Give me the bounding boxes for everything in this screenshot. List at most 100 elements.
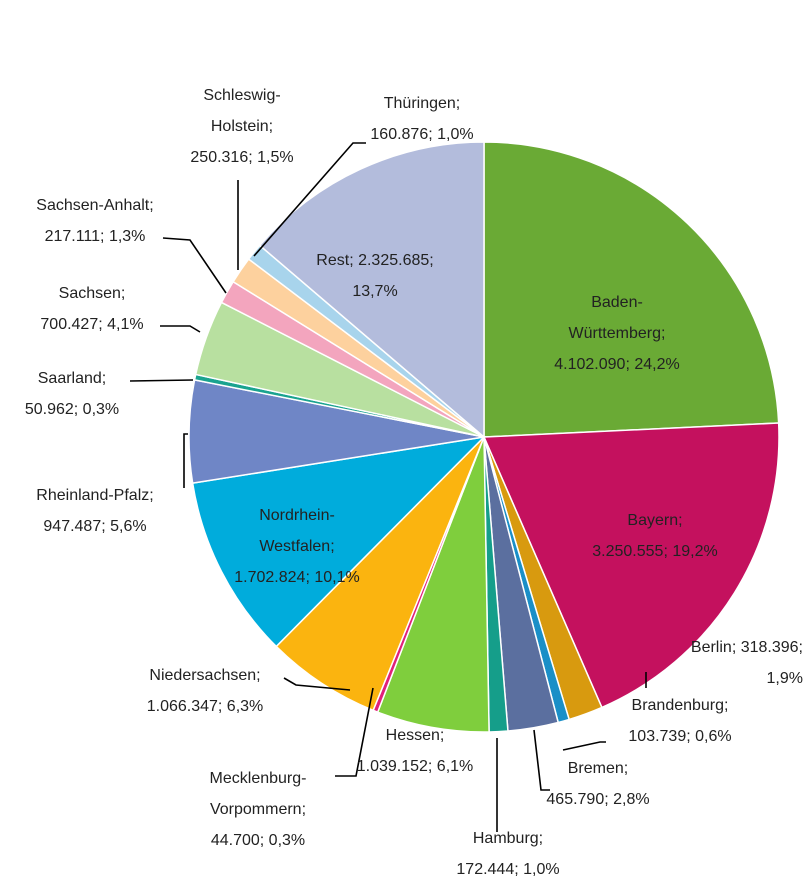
- share-label: 2,8%: [613, 791, 650, 808]
- value-label: 4.102.090: [554, 356, 626, 373]
- separator: ;: [73, 401, 83, 418]
- category-name: Nordrhein-Westfalen: [259, 507, 335, 555]
- category-name: Sachsen-Anhalt: [36, 197, 150, 214]
- separator: ;: [149, 487, 154, 504]
- category-name: Hamburg: [472, 830, 539, 847]
- data-label: Schleswig-Holstein; 250.316; 1,5%: [187, 80, 297, 173]
- separator: ;: [101, 518, 111, 535]
- leader-line: [253, 142, 366, 257]
- category-name: Schleswig-Holstein: [203, 87, 281, 135]
- value-label: 1.702.824: [234, 569, 306, 586]
- data-label: Baden-Württemberg; 4.102.090; 24,2%: [547, 287, 687, 380]
- data-label: Nordrhein-Westfalen; 1.702.824; 10,1%: [232, 500, 362, 593]
- share-label: 13,7%: [352, 283, 398, 300]
- data-label: Berlin; 318.396; 1,9%: [603, 632, 803, 694]
- leader-line: [160, 325, 201, 333]
- data-label: Hessen; 1.039.152; 6,1%: [315, 720, 515, 782]
- category-name: Sachsen: [58, 285, 121, 302]
- data-label: Rest; 2.325.685; 13,7%: [275, 245, 475, 307]
- separator: ;: [678, 512, 683, 529]
- separator: ;: [724, 697, 729, 714]
- separator: ;: [625, 356, 635, 373]
- share-label: 24,2%: [634, 356, 680, 373]
- value-label: 1.039.152: [356, 758, 428, 775]
- value-label: 103.739: [628, 728, 687, 745]
- share-label: 19,2%: [672, 543, 718, 560]
- value-label: 50.962: [24, 401, 74, 418]
- separator: ;: [663, 543, 673, 560]
- share-label: 0,3%: [82, 401, 120, 418]
- leader-line: [562, 741, 606, 751]
- share-label: 4,1%: [107, 316, 144, 333]
- share-label: 1,9%: [766, 670, 803, 687]
- value-label: 318.396: [740, 639, 799, 656]
- pie-slice: [482, 422, 780, 709]
- separator: ;: [330, 538, 335, 555]
- separator: ;: [439, 727, 445, 744]
- category-name: Baden-Württemberg: [568, 294, 661, 342]
- value-label: 1.066.347: [146, 698, 218, 715]
- leader-line: [283, 677, 351, 691]
- data-label: Sachsen-Anhalt; 217.111; 1,3%: [0, 190, 195, 252]
- leader-line: [335, 687, 374, 777]
- value-label: 44.700: [210, 832, 260, 849]
- separator: ;: [731, 639, 741, 656]
- category-name: Rheinland-Pfalz: [36, 487, 150, 504]
- leader-lines: [129, 142, 647, 832]
- leader-line: [533, 729, 550, 791]
- data-label: Niedersachsen; 1.066.347; 6,3%: [105, 660, 305, 722]
- separator: ;: [427, 758, 437, 775]
- separator: ;: [301, 801, 307, 818]
- slices: [188, 141, 780, 733]
- separator: ;: [256, 667, 261, 684]
- share-label: 0,3%: [268, 832, 306, 849]
- data-label: Sachsen; 700.427; 4,1%: [0, 278, 192, 340]
- value-label: 172.444: [456, 861, 515, 878]
- category-name: Brandenburg: [631, 697, 725, 714]
- leader-line: [162, 237, 227, 294]
- share-label: 5,6%: [110, 518, 147, 535]
- separator: ;: [604, 791, 614, 808]
- share-label: 6,3%: [226, 698, 264, 715]
- data-label: Thüringen; 160.876; 1,0%: [322, 88, 522, 150]
- share-label: 6,1%: [436, 758, 474, 775]
- value-label: 2.325.685: [358, 252, 430, 269]
- value-label: 947.487: [43, 518, 102, 535]
- share-label: 1,3%: [108, 228, 146, 245]
- data-label: Rheinland-Pfalz; 947.487; 5,6%: [0, 480, 195, 542]
- separator: ;: [428, 126, 438, 143]
- pie-slice: [275, 436, 485, 712]
- value-label: 160.876: [370, 126, 429, 143]
- leader-line: [129, 379, 194, 382]
- category-name: Berlin: [690, 639, 732, 656]
- data-label: Saarland; 50.962; 0,3%: [0, 363, 172, 425]
- category-name: Bayern: [627, 512, 679, 529]
- category-name: Bremen: [567, 760, 624, 777]
- value-label: 250.316: [190, 149, 249, 166]
- value-label: 3.250.555: [592, 543, 664, 560]
- category-name: Thüringen: [383, 95, 456, 112]
- value-label: 465.790: [546, 791, 605, 808]
- separator: ;: [661, 325, 666, 342]
- separator: ;: [305, 569, 315, 586]
- category-name: Mecklenburg-Vorpommern: [209, 770, 307, 818]
- separator: ;: [538, 830, 544, 847]
- leader-line: [183, 433, 188, 488]
- share-label: 1,0%: [437, 126, 474, 143]
- separator: ;: [798, 639, 803, 656]
- share-label: 0,6%: [695, 728, 732, 745]
- separator: ;: [349, 252, 359, 269]
- pie-slice: [191, 435, 487, 648]
- category-name: Saarland: [37, 370, 102, 387]
- separator: ;: [259, 832, 269, 849]
- data-label: Hamburg; 172.444; 1,0%: [408, 823, 608, 882]
- data-label: Mecklenburg-Vorpommern; 44.700; 0,3%: [193, 763, 323, 856]
- separator: ;: [268, 118, 274, 135]
- value-label: 217.111: [44, 228, 101, 245]
- separator: ;: [686, 728, 696, 745]
- separator: ;: [623, 760, 629, 777]
- share-label: 10,1%: [314, 569, 360, 586]
- value-label: 700.427: [40, 316, 99, 333]
- separator: ;: [217, 698, 227, 715]
